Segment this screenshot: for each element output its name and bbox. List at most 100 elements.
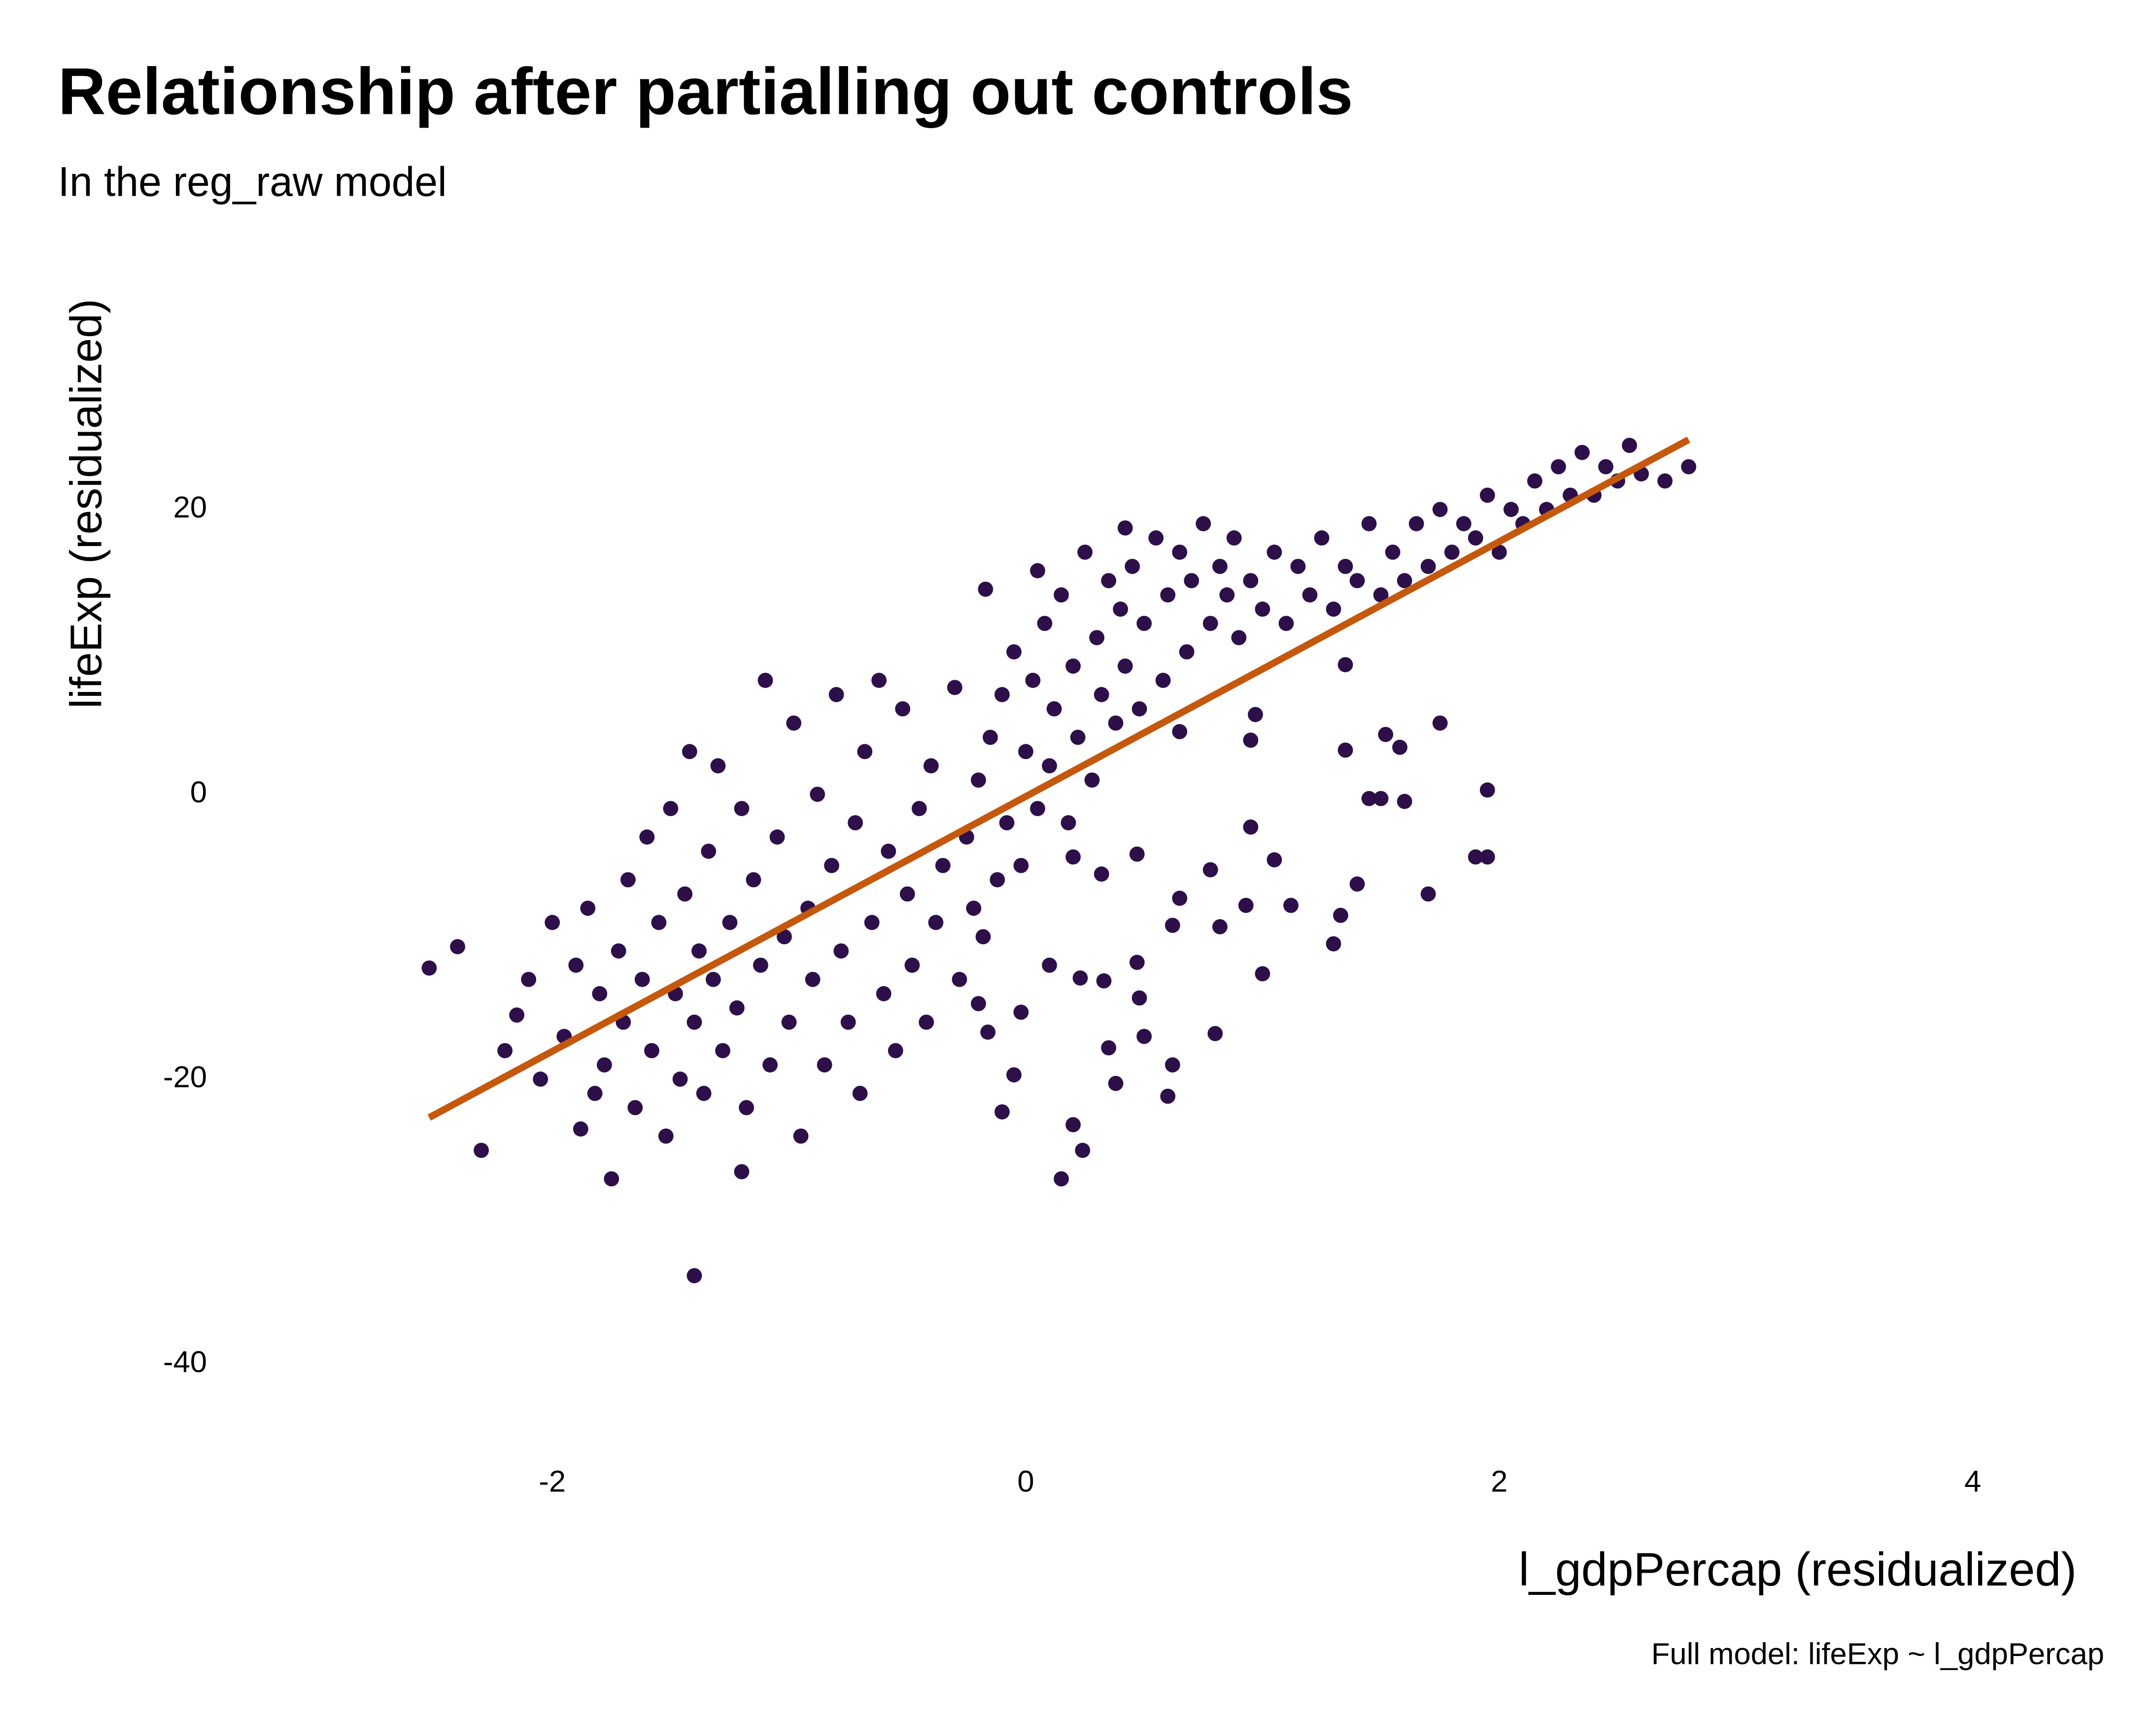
point xyxy=(1160,587,1176,603)
point xyxy=(1129,955,1145,970)
point xyxy=(1278,616,1294,631)
point xyxy=(899,886,915,902)
point xyxy=(620,872,636,888)
point xyxy=(497,1043,513,1059)
y-axis-label: lifeExp (residualized) xyxy=(62,299,111,709)
y-tick-label: 20 xyxy=(173,490,207,524)
y-tick-label: 0 xyxy=(190,775,207,809)
y-tick-label: -40 xyxy=(163,1345,207,1379)
point xyxy=(1108,1075,1124,1091)
point xyxy=(729,1000,745,1016)
chart-title: Relationship after partialling out contr… xyxy=(58,55,1353,129)
fit-line xyxy=(427,436,1690,1121)
point xyxy=(1551,459,1566,475)
caption: Full model: lifeExp ~ l_gdpPercap xyxy=(1651,1637,2104,1671)
point xyxy=(1337,558,1353,574)
point xyxy=(1491,544,1507,560)
point xyxy=(1094,866,1109,882)
point xyxy=(1164,918,1180,933)
point xyxy=(1160,1088,1176,1104)
point xyxy=(983,729,998,745)
point xyxy=(1243,819,1259,835)
point xyxy=(1172,891,1188,906)
point xyxy=(852,1086,868,1101)
point xyxy=(746,872,761,888)
point xyxy=(1255,966,1270,982)
point xyxy=(1065,658,1081,674)
point xyxy=(1266,852,1282,867)
point xyxy=(966,900,982,916)
point xyxy=(1468,849,1483,865)
point xyxy=(971,996,986,1011)
point xyxy=(739,1100,754,1115)
point xyxy=(1155,673,1171,688)
point xyxy=(597,1057,612,1073)
point xyxy=(911,801,927,816)
point xyxy=(1006,1067,1022,1083)
point xyxy=(639,829,655,845)
point xyxy=(658,1128,674,1144)
point xyxy=(1622,438,1637,453)
point xyxy=(919,1014,934,1030)
x-tick-label: 2 xyxy=(1491,1464,1507,1498)
x-tick-label: 0 xyxy=(1017,1464,1034,1498)
point xyxy=(1337,742,1353,758)
point xyxy=(1373,587,1389,603)
point xyxy=(592,986,608,1001)
point xyxy=(994,687,1010,702)
point xyxy=(568,957,584,973)
point xyxy=(990,872,1005,888)
point xyxy=(1326,601,1341,617)
point xyxy=(1361,791,1377,806)
x-tick-label: -2 xyxy=(539,1464,566,1498)
point xyxy=(1378,726,1394,742)
point xyxy=(857,744,873,759)
point xyxy=(1468,530,1483,546)
point xyxy=(895,701,911,717)
point xyxy=(1089,630,1105,646)
point xyxy=(1131,990,1147,1006)
point xyxy=(1172,544,1188,560)
point xyxy=(421,960,437,976)
point xyxy=(1243,732,1259,748)
point xyxy=(769,829,785,845)
point xyxy=(604,1171,619,1187)
point xyxy=(1075,1142,1091,1158)
point xyxy=(1456,516,1472,531)
point xyxy=(627,1100,643,1115)
point xyxy=(980,1024,996,1040)
point xyxy=(710,758,726,774)
point xyxy=(1030,563,1045,579)
point xyxy=(1302,587,1318,603)
point xyxy=(978,582,993,597)
point xyxy=(904,957,920,973)
point xyxy=(1392,739,1407,755)
point xyxy=(1136,616,1152,631)
point xyxy=(1226,530,1242,546)
point xyxy=(474,1142,489,1158)
point xyxy=(1172,724,1188,739)
point xyxy=(828,687,844,702)
point xyxy=(509,1007,525,1023)
point xyxy=(1072,970,1088,986)
point xyxy=(1574,445,1590,460)
point xyxy=(1243,573,1259,588)
point xyxy=(1113,601,1129,617)
point xyxy=(1349,876,1365,892)
point xyxy=(1101,573,1117,588)
point xyxy=(1212,558,1228,574)
point xyxy=(1136,1029,1152,1044)
point xyxy=(1108,715,1124,731)
point xyxy=(701,843,717,859)
point xyxy=(691,943,707,959)
point xyxy=(1266,544,1282,560)
point xyxy=(677,886,693,902)
point xyxy=(634,971,650,987)
point xyxy=(1065,849,1081,865)
point xyxy=(1061,815,1076,830)
point xyxy=(573,1121,588,1137)
point xyxy=(450,939,465,955)
point xyxy=(1314,530,1330,546)
point xyxy=(1148,530,1164,546)
